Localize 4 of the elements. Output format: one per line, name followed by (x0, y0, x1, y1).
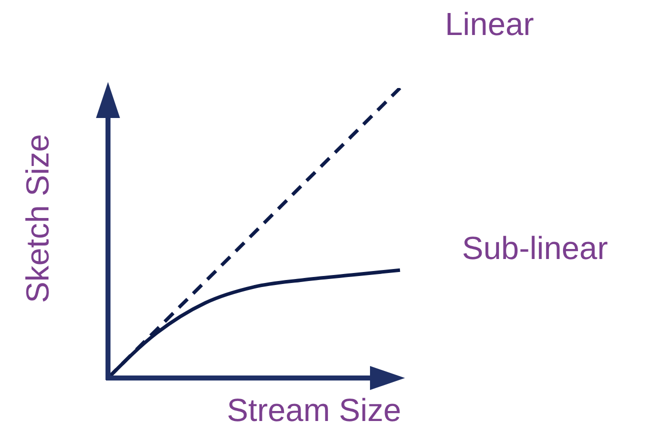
text: Linear (445, 6, 534, 43)
x-axis-title: Stream Size (226, 392, 402, 429)
series-label: Sub-linear (462, 230, 608, 268)
y-axis-title: Sketch Size (20, 133, 56, 305)
